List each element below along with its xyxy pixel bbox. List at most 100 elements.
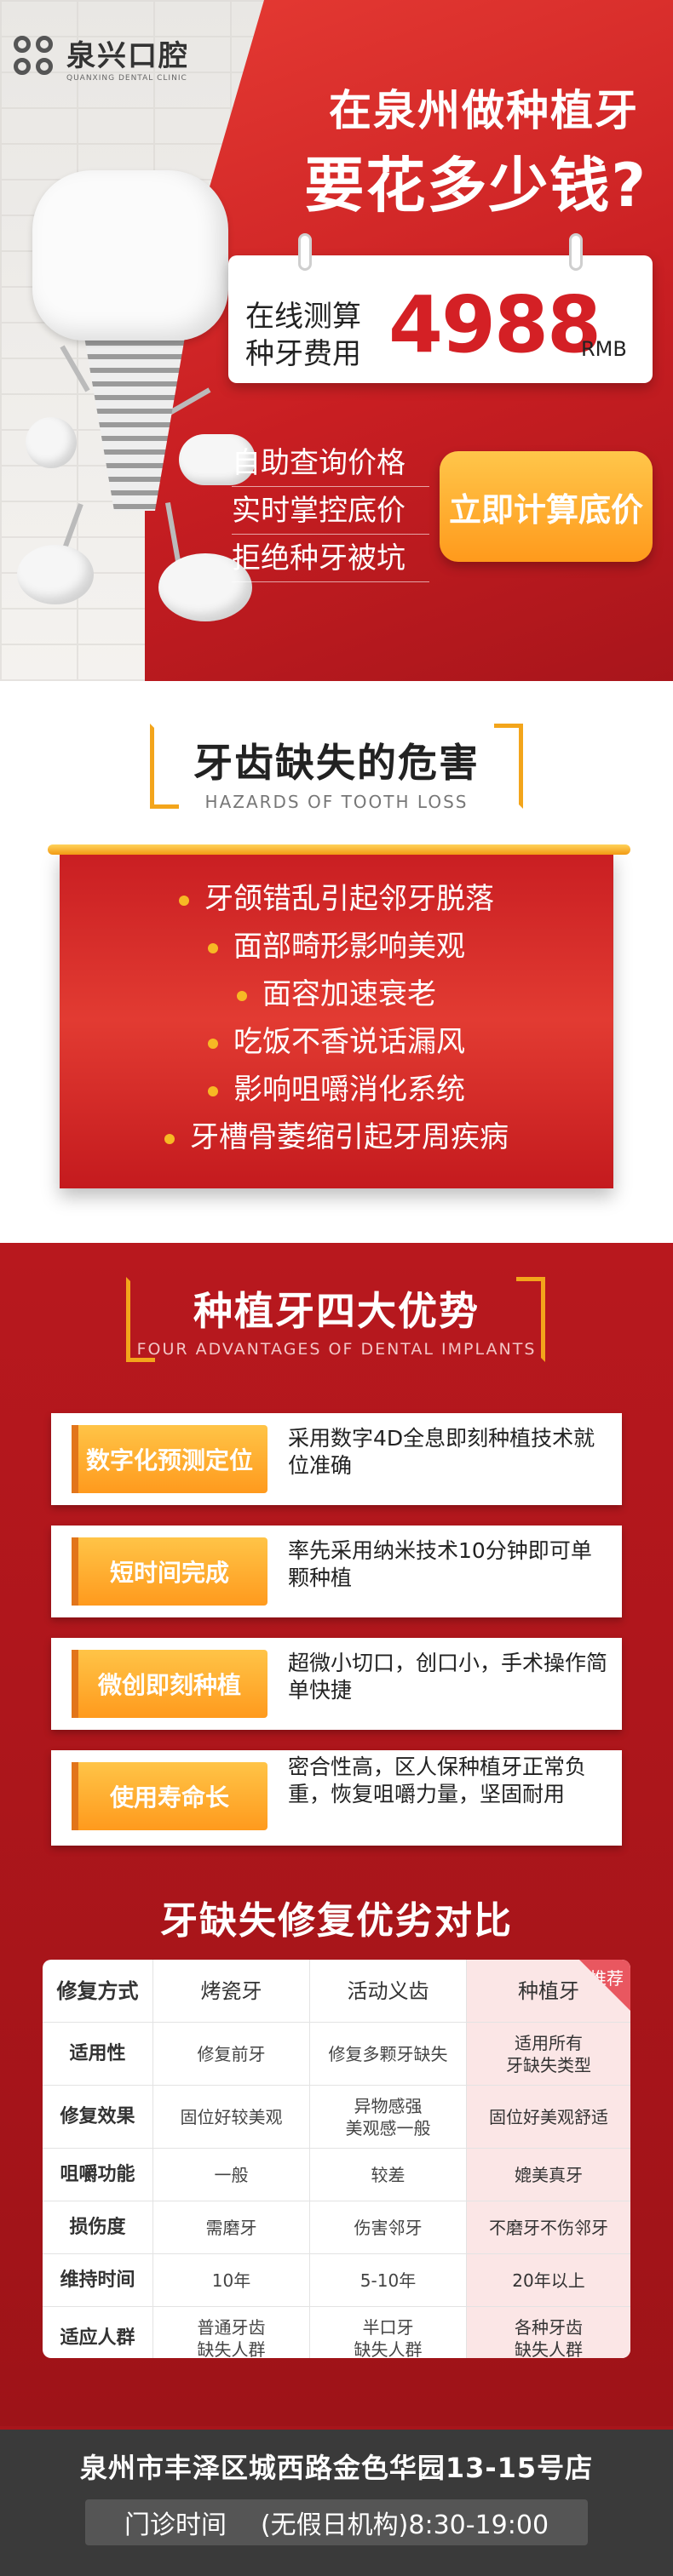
table-row-label: 适用性	[43, 2023, 153, 2085]
table-cell: 半口牙 缺失人群	[310, 2307, 467, 2358]
table-row: 咀嚼功能 一般 较差 媲美真牙	[43, 2149, 630, 2201]
hours-value: (无假日机构)8:30-19:00	[260, 2510, 549, 2540]
table-cell: 需磨牙	[153, 2201, 310, 2253]
advantage-tag: 短时间完成	[72, 1537, 267, 1606]
title-bracket-right	[516, 1277, 545, 1362]
brand-logo[interactable]: 泉兴口腔 QUANXING DENTAL CLINIC	[14, 32, 189, 83]
bullet-dot-icon	[208, 942, 218, 953]
list-item: 牙槽骨萎缩引起牙周疾病	[60, 1113, 613, 1161]
title-bracket-left	[126, 1277, 155, 1362]
clinic-hours: 门诊时间 (无假日机构)8:30-19:00	[85, 2499, 588, 2545]
table-cell: 固位好美观舒适	[467, 2086, 630, 2148]
bullet-dot-icon	[208, 1038, 218, 1049]
list-item: 面容加速衰老	[60, 970, 613, 1018]
advantage-row: 短时间完成 率先采用纳米技术10分钟即可单颗种植	[51, 1526, 622, 1617]
table-header-cell: 种植牙	[467, 1960, 630, 2022]
advantage-desc: 超微小切口，创口小，手术操作简单快捷	[288, 1651, 608, 1703]
hazard-text: 牙槽骨萎缩引起牙周疾病	[190, 1120, 509, 1154]
table-header-cell: 修复方式	[43, 1960, 153, 2022]
table-row: 修复效果 固位好较美观 异物感强 美观感一般 固位好美观舒适	[43, 2086, 630, 2149]
table-row: 适应人群 普通牙齿 缺失人群 半口牙 缺失人群 各种牙齿 缺失人群	[43, 2307, 630, 2358]
table-row: 损伤度 需磨牙 伤害邻牙 不磨牙不伤邻牙	[43, 2201, 630, 2254]
advantages-subtitle: FOUR ADVANTAGES OF DENTAL IMPLANTS	[136, 1340, 537, 1359]
table-row-label: 损伤度	[43, 2201, 153, 2253]
hazards-list: 牙颌错乱引起邻牙脱落 面部畸形影响美观 面容加速衰老 吃饭不香说话漏风 影响咀嚼…	[60, 875, 613, 1161]
hero-title-line2: 要花多少钱?	[304, 151, 647, 220]
table-cell: 普通牙齿 缺失人群	[153, 2307, 310, 2358]
table-row-label: 适应人群	[43, 2307, 153, 2358]
hazards-section: 牙齿缺失的危害 HAZARDS OF TOOTH LOSS 牙颌错乱引起邻牙脱落…	[0, 681, 673, 1243]
comparison-table: 推荐 修复方式 烤瓷牙 活动义齿 种植牙 适用性 修复前牙 修复多颗牙缺失 适用…	[43, 1960, 630, 2358]
bullet-dot-icon	[164, 1133, 175, 1144]
hazard-text: 面容加速衰老	[262, 977, 436, 1011]
footer: 泉州市丰泽区城西路金色华园13-15号店 门诊时间 (无假日机构)8:30-19…	[0, 2430, 673, 2576]
table-cell: 10年	[153, 2254, 310, 2306]
table-cell: 不磨牙不伤邻牙	[467, 2201, 630, 2253]
table-header-cell: 活动义齿	[310, 1960, 467, 2022]
mascot-pointing-hand	[179, 434, 256, 485]
hazard-text: 面部畸形影响美观	[233, 930, 465, 964]
advantage-desc: 率先采用纳米技术10分钟即可单颗种植	[288, 1538, 592, 1590]
logo-icon	[14, 35, 58, 80]
table-cell: 异物感强 美观感一般	[310, 2086, 467, 2148]
table-row-label: 维持时间	[43, 2254, 153, 2306]
hero-feature-3: 拒绝种牙被坑	[232, 535, 429, 582]
mascot-thumbs-up-hand	[26, 417, 77, 468]
hazards-title-block: 牙齿缺失的危害 HAZARDS OF TOOTH LOSS	[0, 732, 673, 812]
advantage-row: 使用寿命长 密合性高，区人保种植牙正常负重，恢复咀嚼力量，坚固耐用	[51, 1750, 622, 1846]
price-value: 4988	[388, 279, 601, 370]
hazard-text: 影响咀嚼消化系统	[233, 1073, 465, 1107]
table-header-row: 修复方式 烤瓷牙 活动义齿 种植牙	[43, 1960, 630, 2023]
table-row: 适用性 修复前牙 修复多颗牙缺失 适用所有 牙缺失类型	[43, 2023, 630, 2086]
advantage-desc: 密合性高，区人保种植牙正常负重，恢复咀嚼力量，坚固耐用	[288, 1755, 587, 1806]
advantage-row: 微创即刻种植 超微小切口，创口小，手术操作简单快捷	[51, 1638, 622, 1730]
clinic-address: 泉州市丰泽区城西路金色华园13-15号店	[79, 2452, 594, 2484]
price-label-line2: 种牙费用	[245, 337, 361, 371]
list-item: 牙颌错乱引起邻牙脱落	[60, 875, 613, 923]
mascot-shoe-left	[17, 545, 94, 604]
advantages-title-block: 种植牙四大优势 FOUR ADVANTAGES OF DENTAL IMPLAN…	[0, 1280, 673, 1359]
mascot-shoe-right	[158, 553, 252, 621]
table-cell: 一般	[153, 2149, 310, 2201]
bullet-dot-icon	[237, 990, 247, 1001]
brand-name-en: QUANXING DENTAL CLINIC	[66, 74, 187, 83]
table-cell: 修复前牙	[153, 2023, 310, 2085]
list-item: 影响咀嚼消化系统	[60, 1066, 613, 1113]
table-cell: 适用所有 牙缺失类型	[467, 2023, 630, 2085]
bullet-dot-icon	[208, 1085, 218, 1096]
brand-name-cn: 泉兴口腔	[66, 39, 189, 73]
hazard-text: 牙颌错乱引起邻牙脱落	[204, 882, 494, 916]
tooth-mascot-illustration	[32, 170, 228, 341]
table-row-label: 修复效果	[43, 2086, 153, 2148]
title-bracket-right	[494, 724, 523, 809]
table-cell: 固位好较美观	[153, 2086, 310, 2148]
price-estimate-card[interactable]: 在线测算 种牙费用 4988 RMB	[228, 233, 653, 383]
table-cell: 较差	[310, 2149, 467, 2201]
price-unit: RMB	[581, 337, 627, 361]
calculate-price-button[interactable]: 立即计算底价	[440, 451, 653, 562]
hero-title-line1: 在泉州做种植牙	[329, 86, 639, 135]
table-row: 维持时间 10年 5-10年 20年以上	[43, 2254, 630, 2307]
hazards-subtitle: HAZARDS OF TOOTH LOSS	[204, 792, 469, 812]
hours-label: 门诊时间	[124, 2510, 227, 2540]
table-cell: 伤害邻牙	[310, 2201, 467, 2253]
hazards-box: 牙颌错乱引起邻牙脱落 面部畸形影响美观 面容加速衰老 吃饭不香说话漏风 影响咀嚼…	[60, 851, 613, 1188]
table-cell: 修复多颗牙缺失	[310, 2023, 467, 2085]
logo-text: 泉兴口腔 QUANXING DENTAL CLINIC	[66, 32, 189, 83]
table-cell: 5-10年	[310, 2254, 467, 2306]
table-cell: 媲美真牙	[467, 2149, 630, 2201]
advantage-tag: 使用寿命长	[72, 1762, 267, 1830]
hazards-title: 牙齿缺失的危害	[193, 740, 480, 786]
advantage-tag: 微创即刻种植	[72, 1650, 267, 1718]
price-label-line1: 在线测算	[245, 300, 361, 334]
advantages-title: 种植牙四大优势	[193, 1288, 480, 1334]
list-item: 面部畸形影响美观	[60, 923, 613, 970]
comparison-title: 牙缺失修复优劣对比	[160, 1899, 513, 1943]
advantage-row: 数字化预测定位 采用数字4D全息即刻种植技术就位准确	[51, 1413, 622, 1505]
advantages-section: 种植牙四大优势 FOUR ADVANTAGES OF DENTAL IMPLAN…	[0, 1243, 673, 2426]
hero-section: 泉兴口腔 QUANXING DENTAL CLINIC 在泉州做种植牙 要花多少…	[0, 0, 673, 681]
bullet-dot-icon	[179, 895, 189, 906]
binder-ring-icon	[298, 233, 312, 271]
advantage-desc: 采用数字4D全息即刻种植技术就位准确	[288, 1426, 595, 1478]
title-bracket-left	[150, 724, 179, 809]
